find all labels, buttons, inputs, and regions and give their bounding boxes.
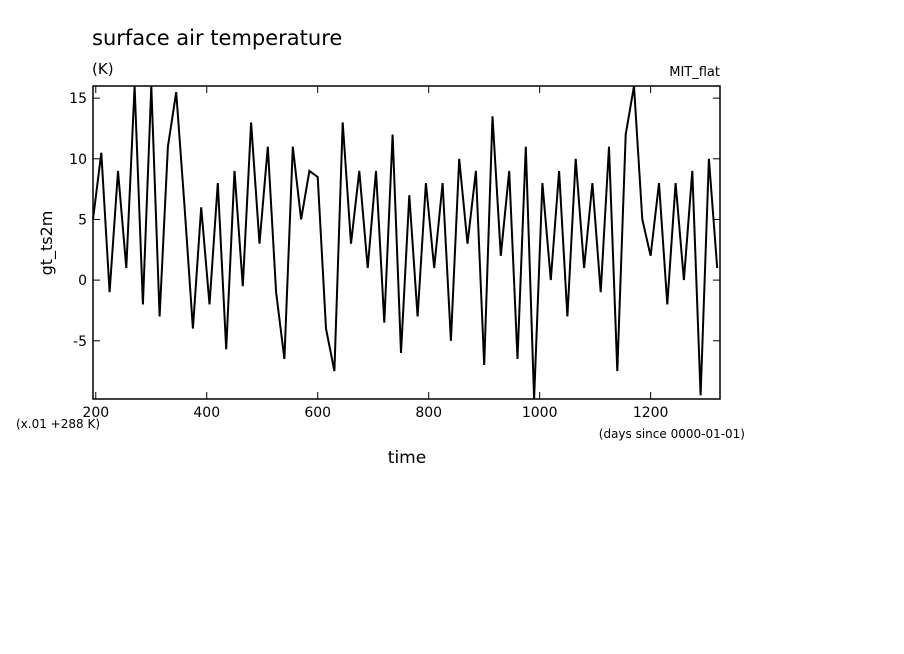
- y-tick-label: 0: [78, 273, 87, 289]
- subtitle: (K): [92, 60, 114, 78]
- y-tick-label: 10: [69, 152, 87, 168]
- x-tick-label: 1000: [522, 405, 558, 421]
- x-tick-label: 1200: [633, 405, 669, 421]
- units-note: (x.01 +288 K): [16, 417, 100, 431]
- y-axis-label: gt_ts2m: [37, 211, 57, 276]
- y-tick-label: 5: [78, 212, 87, 228]
- x-tick-label: 800: [415, 405, 442, 421]
- line: [92, 85, 719, 400]
- x-tick-label: 200: [82, 405, 109, 421]
- chart-title: surface air temperature: [92, 26, 342, 50]
- y-tick-label: 15: [69, 91, 87, 107]
- x-tick-label: 400: [193, 405, 220, 421]
- plot-frame: [92, 85, 721, 400]
- x-tick-label: 600: [304, 405, 331, 421]
- x-axis-label: time: [388, 448, 426, 468]
- annotation: MIT_flat: [669, 65, 720, 80]
- y-tick-label: -5: [73, 334, 87, 350]
- units-note: (days since 0000-01-01): [599, 427, 745, 441]
